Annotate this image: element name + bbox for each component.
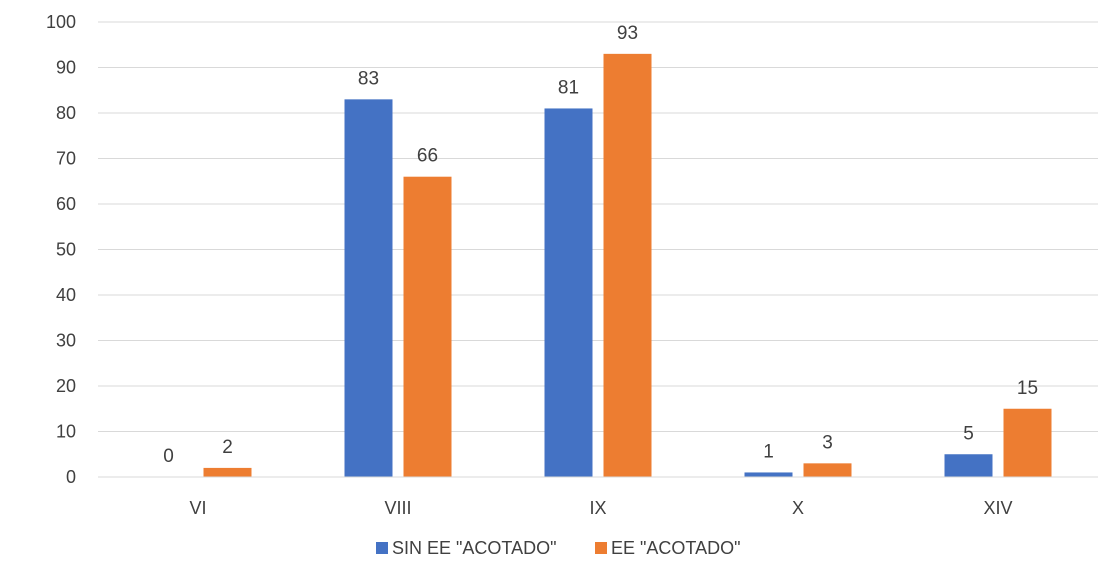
legend: SIN EE "ACOTADO" EE "ACOTADO" (376, 538, 740, 558)
data-label: 5 (963, 423, 974, 444)
bar-x-series-2 (803, 463, 852, 477)
bar-viii-series-2 (403, 176, 452, 477)
bar-vi-series-2 (203, 467, 252, 477)
data-label: 66 (417, 146, 438, 167)
y-tick-label: 70 (56, 149, 76, 169)
bar-viii-series-1 (344, 99, 393, 477)
data-label: 81 (558, 77, 579, 98)
data-labels: 0 2 83 66 81 93 1 3 5 15 (163, 23, 1038, 467)
legend-swatch-series-1 (376, 542, 388, 554)
y-tick-label: 0 (66, 467, 76, 487)
bar-ix-series-2 (603, 53, 652, 477)
data-label: 2 (222, 437, 233, 458)
y-tick-label: 80 (56, 103, 76, 123)
bar-xiv-series-1 (944, 454, 993, 477)
bar-x-series-1 (744, 472, 793, 477)
x-category-label: XIV (983, 498, 1012, 518)
bars (203, 53, 1052, 477)
data-label: 93 (617, 23, 638, 44)
x-category-label: IX (589, 498, 606, 518)
y-tick-label: 100 (46, 12, 76, 32)
y-tick-label: 40 (56, 285, 76, 305)
y-tick-label: 60 (56, 194, 76, 214)
data-label: 83 (358, 68, 379, 89)
data-label: 15 (1017, 378, 1038, 399)
data-label: 1 (763, 441, 774, 462)
legend-label-series-2: EE "ACOTADO" (611, 538, 740, 558)
data-label: 0 (163, 446, 174, 467)
y-tick-label: 30 (56, 331, 76, 351)
legend-swatch-series-2 (595, 542, 607, 554)
bar-xiv-series-2 (1003, 408, 1052, 477)
y-tick-label: 90 (56, 58, 76, 78)
y-tick-label: 50 (56, 240, 76, 260)
y-tick-label: 10 (56, 422, 76, 442)
legend-label-series-1: SIN EE "ACOTADO" (392, 538, 556, 558)
y-axis-tick-labels: 0 10 20 30 40 50 60 70 80 90 100 (46, 12, 76, 487)
data-label: 3 (822, 432, 833, 453)
y-tick-label: 20 (56, 376, 76, 396)
x-category-label: X (792, 498, 804, 518)
x-category-label: VI (189, 498, 206, 518)
gridlines (98, 21, 1098, 432)
bar-ix-series-1 (544, 108, 593, 477)
x-axis: VI VIII IX X XIV (98, 476, 1098, 518)
x-category-label: VIII (384, 498, 411, 518)
